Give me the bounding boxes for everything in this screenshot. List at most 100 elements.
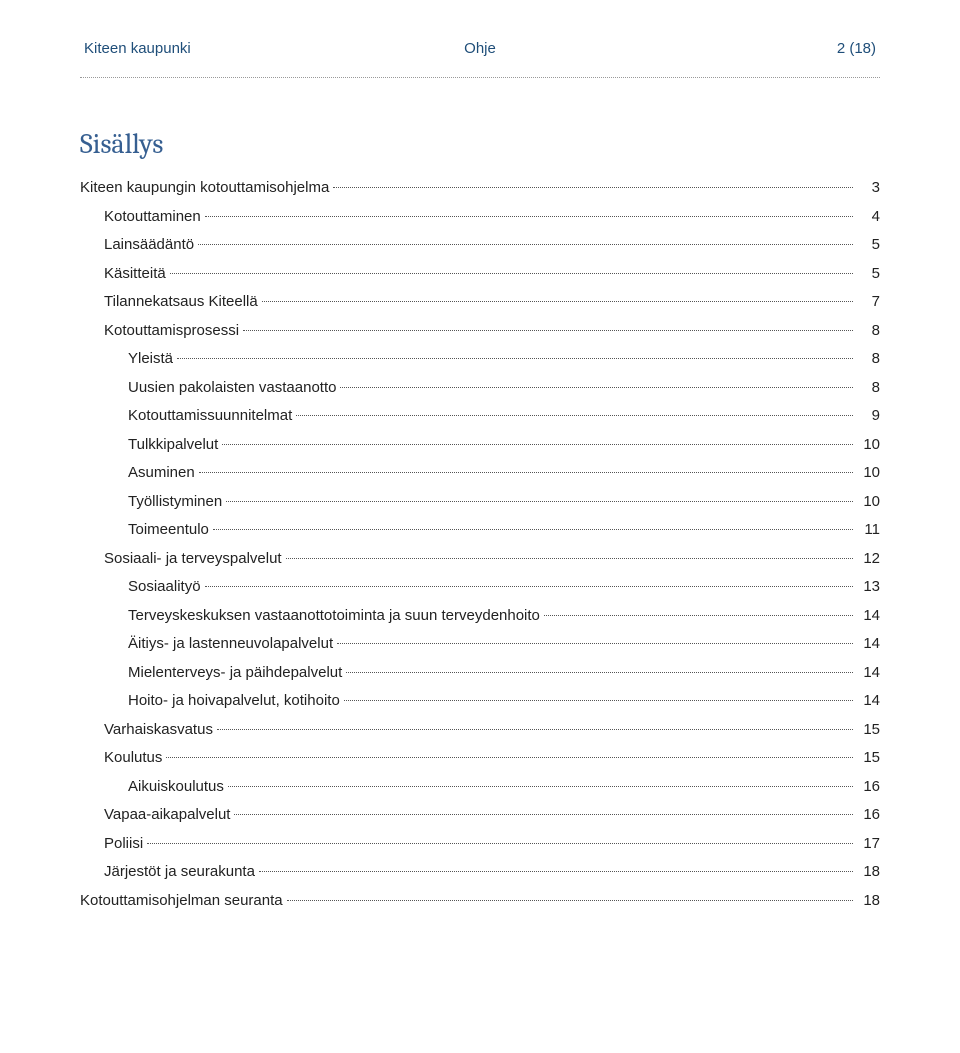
toc-entry-label: Kiteen kaupungin kotouttamisohjelma bbox=[80, 174, 329, 203]
toc-entry-page: 3 bbox=[857, 174, 880, 203]
toc-entry: Varhaiskasvatus 15 bbox=[80, 716, 880, 745]
toc-entry-label: Kotouttamissuunnitelmat bbox=[128, 402, 292, 431]
toc-entry-label: Uusien pakolaisten vastaanotto bbox=[128, 374, 336, 403]
toc-entry: Mielenterveys- ja päihdepalvelut 14 bbox=[80, 659, 880, 688]
toc-entry-page: 14 bbox=[857, 659, 880, 688]
toc-entry: Kotouttamissuunnitelmat 9 bbox=[80, 402, 880, 431]
toc-entry-page: 18 bbox=[857, 858, 880, 887]
toc-entry: Hoito- ja hoivapalvelut, kotihoito14 bbox=[80, 687, 880, 716]
toc-leader-dots bbox=[344, 700, 853, 701]
page-header: Kiteen kaupunki Ohje 2 (18) bbox=[80, 40, 880, 57]
toc-leader-dots bbox=[170, 273, 853, 274]
toc-entry: Kotouttamisprosessi 8 bbox=[80, 317, 880, 346]
toc-entry: Työllistyminen 10 bbox=[80, 488, 880, 517]
toc-leader-dots bbox=[226, 501, 853, 502]
toc-entry: Äitiys- ja lastenneuvolapalvelut14 bbox=[80, 630, 880, 659]
toc-entry-label: Kotouttaminen bbox=[104, 203, 201, 232]
toc-entry-label: Yleistä bbox=[128, 345, 173, 374]
toc-entry-label: Sosiaalityö bbox=[128, 573, 201, 602]
toc-leader-dots bbox=[286, 558, 853, 559]
toc-entry-page: 5 bbox=[857, 260, 880, 289]
toc-entry: Tilannekatsaus Kiteellä 7 bbox=[80, 288, 880, 317]
toc-entry-page: 15 bbox=[857, 744, 880, 773]
toc-leader-dots bbox=[262, 301, 853, 302]
toc-entry: Kotouttamisohjelman seuranta 18 bbox=[80, 887, 880, 916]
toc-entry-label: Sosiaali- ja terveyspalvelut bbox=[104, 545, 282, 574]
toc-leader-dots bbox=[205, 586, 853, 587]
toc-entry-page: 11 bbox=[857, 516, 880, 545]
toc-entry: Uusien pakolaisten vastaanotto 8 bbox=[80, 374, 880, 403]
toc-leader-dots bbox=[259, 871, 853, 872]
toc-entry-page: 10 bbox=[857, 459, 880, 488]
toc-entry: Kiteen kaupungin kotouttamisohjelma 3 bbox=[80, 174, 880, 203]
toc-entry: Järjestöt ja seurakunta 18 bbox=[80, 858, 880, 887]
toc-leader-dots bbox=[147, 843, 853, 844]
toc-entry-label: Vapaa-aikapalvelut bbox=[104, 801, 230, 830]
toc-entry-label: Asuminen bbox=[128, 459, 195, 488]
toc-entry-page: 4 bbox=[857, 203, 880, 232]
toc-leader-dots bbox=[234, 814, 853, 815]
toc-entry-label: Mielenterveys- ja päihdepalvelut bbox=[128, 659, 342, 688]
toc-entry-page: 8 bbox=[857, 345, 880, 374]
toc-entry-label: Kotouttamisohjelman seuranta bbox=[80, 887, 283, 916]
toc-entry: Lainsäädäntö5 bbox=[80, 231, 880, 260]
toc-entry-label: Järjestöt ja seurakunta bbox=[104, 858, 255, 887]
toc-entry: Kotouttaminen 4 bbox=[80, 203, 880, 232]
toc-entry-page: 15 bbox=[857, 716, 880, 745]
toc-entry-page: 12 bbox=[857, 545, 880, 574]
toc-leader-dots bbox=[287, 900, 853, 901]
header-right: 2 (18) bbox=[612, 40, 876, 57]
toc-entry-page: 10 bbox=[857, 488, 880, 517]
toc-leader-dots bbox=[166, 757, 853, 758]
toc-entry-page: 8 bbox=[857, 374, 880, 403]
toc-title: Sisällys bbox=[80, 128, 880, 160]
toc-entry: Sosiaalityö 13 bbox=[80, 573, 880, 602]
toc-leader-dots bbox=[217, 729, 853, 730]
toc-entry-label: Koulutus bbox=[104, 744, 162, 773]
toc-entry-label: Tulkkipalvelut bbox=[128, 431, 218, 460]
toc-entry: Poliisi 17 bbox=[80, 830, 880, 859]
toc-entry-label: Poliisi bbox=[104, 830, 143, 859]
table-of-contents: Kiteen kaupungin kotouttamisohjelma3Koto… bbox=[80, 174, 880, 915]
toc-entry: Käsitteitä 5 bbox=[80, 260, 880, 289]
toc-entry-page: 16 bbox=[857, 773, 880, 802]
toc-entry: Terveyskeskuksen vastaanottotoiminta ja … bbox=[80, 602, 880, 631]
toc-entry-label: Äitiys- ja lastenneuvolapalvelut bbox=[128, 630, 333, 659]
toc-entry-label: Aikuiskoulutus bbox=[128, 773, 224, 802]
toc-leader-dots bbox=[346, 672, 853, 673]
toc-entry-page: 18 bbox=[857, 887, 880, 916]
toc-entry-page: 10 bbox=[857, 431, 880, 460]
toc-entry: Yleistä 8 bbox=[80, 345, 880, 374]
toc-entry-page: 13 bbox=[857, 573, 880, 602]
toc-entry-label: Tilannekatsaus Kiteellä bbox=[104, 288, 258, 317]
toc-entry: Koulutus 15 bbox=[80, 744, 880, 773]
toc-entry: Aikuiskoulutus 16 bbox=[80, 773, 880, 802]
toc-leader-dots bbox=[177, 358, 853, 359]
toc-entry-page: 17 bbox=[857, 830, 880, 859]
toc-entry-label: Käsitteitä bbox=[104, 260, 166, 289]
toc-leader-dots bbox=[198, 244, 853, 245]
toc-entry-label: Toimeentulo bbox=[128, 516, 209, 545]
toc-entry-label: Varhaiskasvatus bbox=[104, 716, 213, 745]
toc-leader-dots bbox=[213, 529, 853, 530]
toc-entry: Asuminen 10 bbox=[80, 459, 880, 488]
toc-entry-page: 7 bbox=[857, 288, 880, 317]
toc-entry-label: Työllistyminen bbox=[128, 488, 222, 517]
toc-entry-label: Terveyskeskuksen vastaanottotoiminta ja … bbox=[128, 602, 540, 631]
toc-entry-page: 14 bbox=[857, 602, 880, 631]
toc-entry-label: Kotouttamisprosessi bbox=[104, 317, 239, 346]
toc-leader-dots bbox=[205, 216, 853, 217]
toc-entry: Tulkkipalvelut 10 bbox=[80, 431, 880, 460]
toc-leader-dots bbox=[544, 615, 853, 616]
header-divider bbox=[80, 77, 880, 78]
toc-leader-dots bbox=[333, 187, 853, 188]
header-center: Ohje bbox=[348, 40, 612, 57]
toc-leader-dots bbox=[228, 786, 853, 787]
toc-entry-page: 5 bbox=[857, 231, 880, 260]
toc-entry-page: 9 bbox=[857, 402, 880, 431]
toc-leader-dots bbox=[243, 330, 853, 331]
toc-leader-dots bbox=[296, 415, 853, 416]
header-left: Kiteen kaupunki bbox=[84, 40, 348, 57]
toc-entry: Vapaa-aikapalvelut16 bbox=[80, 801, 880, 830]
toc-entry-page: 8 bbox=[857, 317, 880, 346]
